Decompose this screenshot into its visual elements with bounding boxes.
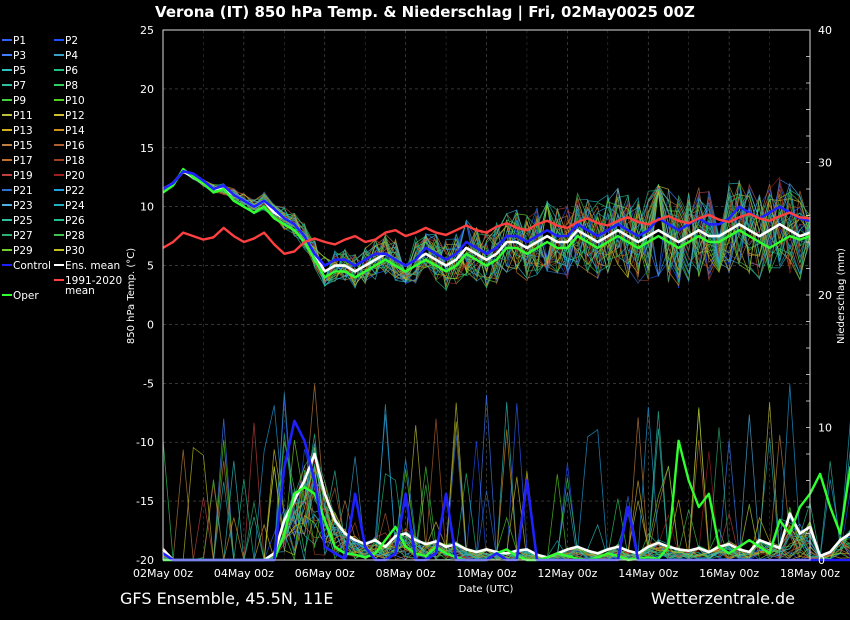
y-tick-label-right: 10 (818, 422, 832, 435)
legend-label: Control (13, 260, 51, 272)
legend-label: P6 (65, 65, 78, 77)
plot-series (162, 167, 850, 562)
chart-title: Verona (IT) 850 hPa Temp. & Niederschlag… (155, 3, 695, 22)
legend-label: 1991-2020 (65, 275, 122, 287)
x-tick-label: 12May 00z (537, 567, 597, 580)
y-tick-label-left: 15 (140, 142, 154, 155)
legend-label: P26 (65, 215, 85, 227)
x-axis: 02May 00z 04May 00z 06May 00z 08May 00z 10Ma… (133, 567, 840, 580)
x-tick-label: 16May 00z (699, 567, 759, 580)
legend-label: P21 (13, 185, 33, 197)
legend-label: P30 (65, 245, 85, 257)
legend-label: P24 (65, 200, 85, 212)
series-temp-ens-mean (162, 170, 811, 273)
legend-label: P11 (13, 110, 33, 122)
x-axis-label: Date (UTC) (459, 584, 514, 595)
legend-label: P16 (65, 140, 85, 152)
series-precip-oper (163, 439, 850, 562)
series-precip-ens-mean (162, 452, 850, 562)
y-tick-label-left: 0 (147, 318, 154, 331)
y-tick-label-left: 10 (140, 201, 154, 214)
legend-label: Ens. mean (65, 260, 120, 272)
y-axis-label-right: Niederschlag (mm) (836, 248, 847, 344)
legend-label: P4 (65, 50, 78, 62)
series-temp-control (162, 170, 811, 267)
legend-label: P15 (13, 140, 33, 152)
legend-label: P20 (65, 170, 85, 182)
legend-label: P2 (65, 35, 78, 47)
legend-label: P12 (65, 110, 85, 122)
legend-label: P29 (13, 245, 33, 257)
legend-label: P13 (13, 125, 33, 137)
x-tick-label: 10May 00z (456, 567, 516, 580)
legend-label: P23 (13, 200, 33, 212)
member-temp-line (162, 170, 811, 283)
legend-label: P28 (65, 230, 85, 242)
legend-label-cont: mean (65, 285, 95, 297)
legend-label: P14 (65, 125, 85, 137)
legend-label: P19 (13, 170, 33, 182)
x-tick-label: 06May 00z (295, 567, 355, 580)
x-tick-label: 14May 00z (618, 567, 678, 580)
member-precip-line (162, 414, 850, 561)
legend-label: P1 (13, 35, 26, 47)
legend-label: P17 (13, 155, 33, 167)
x-tick-label: 02May 00z (133, 567, 193, 580)
member-temp-line (162, 171, 811, 291)
series-temp-oper (162, 167, 811, 279)
member-precip-line (162, 427, 850, 561)
legend: P1 P2 P3 P4 P5 P6 P7 P8 P9 P10 P11 P12 P13 P14 P15 P16 P… (2, 35, 122, 302)
legend-label: P22 (65, 185, 85, 197)
y-tick-label-left: -5 (143, 377, 154, 390)
legend-label: P3 (13, 50, 26, 62)
x-tick-label: 18May 00z (780, 567, 840, 580)
footer-brand: Wetterzentrale.de (651, 589, 795, 608)
legend-label: P8 (65, 80, 78, 92)
y-tick-label-left: 25 (140, 24, 154, 37)
y-tick-label-left: -15 (136, 495, 154, 508)
legend-label: P27 (13, 230, 33, 242)
legend-label: P25 (13, 215, 33, 227)
y-tick-label-right: 20 (818, 289, 832, 302)
y-tick-label-left: 20 (140, 83, 154, 96)
member-temp-line (162, 171, 811, 286)
y-tick-label-left: -20 (136, 554, 154, 567)
right-axis: 40 30 20 10 0 (806, 24, 832, 567)
y-tick-label-right: 40 (818, 24, 832, 37)
y-axis-label-left: 850 hPa Temp. (°C) (126, 248, 137, 344)
legend-label: Oper (13, 290, 39, 302)
series-temp-1991-2020-mean (162, 211, 811, 256)
legend-label: P7 (13, 80, 26, 92)
y-tick-label-left: -10 (136, 436, 154, 449)
left-axis: 25 20 15 10 5 0 -5 -10 -15 -20 (136, 24, 154, 567)
y-tick-label-right: 0 (818, 554, 825, 567)
legend-label: P5 (13, 65, 26, 77)
legend-label: P9 (13, 95, 26, 107)
legend-label: P10 (65, 95, 85, 107)
y-tick-label-right: 30 (818, 157, 832, 170)
legend-label: P18 (65, 155, 85, 167)
x-tick-label: 04May 00z (214, 567, 274, 580)
footer-source: GFS Ensemble, 45.5N, 11E (120, 589, 333, 608)
y-tick-label-left: 5 (147, 260, 154, 273)
x-tick-label: 08May 00z (376, 567, 436, 580)
plot-grid (162, 29, 811, 561)
